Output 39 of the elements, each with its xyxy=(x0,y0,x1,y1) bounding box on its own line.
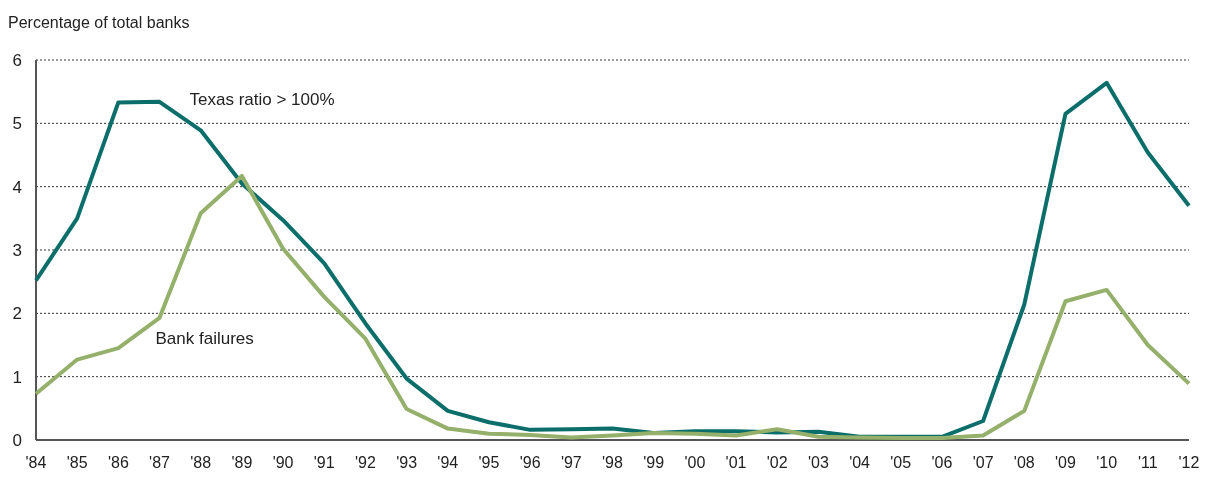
x-tick-label: '97 xyxy=(560,454,582,471)
series-label: Bank failures xyxy=(155,328,254,348)
y-tick-label: 5 xyxy=(12,114,22,134)
x-tick-label: '09 xyxy=(1055,454,1076,471)
x-tick-label: '00 xyxy=(684,454,706,471)
x-tick-label: '87 xyxy=(149,454,171,471)
x-tick-label: '98 xyxy=(602,454,624,471)
x-tick-label: '89 xyxy=(231,454,253,471)
x-tick-label: '05 xyxy=(890,454,912,471)
x-tick-label: '94 xyxy=(437,454,459,471)
x-tick-label: '12 xyxy=(1178,454,1200,471)
x-tick-label: '11 xyxy=(1137,454,1158,471)
x-tick-label: '06 xyxy=(931,454,953,471)
series-label: Texas ratio > 100% xyxy=(189,89,335,109)
y-tick-label: 1 xyxy=(12,367,22,387)
x-tick-label: '03 xyxy=(807,454,829,471)
x-tick-label: '01 xyxy=(725,454,747,471)
x-tick-label: '93 xyxy=(396,454,418,471)
y-tick-label: 3 xyxy=(12,240,22,260)
x-tick-label: '07 xyxy=(972,454,994,471)
x-tick-label: '84 xyxy=(25,454,47,471)
y-tick-label: 4 xyxy=(12,177,22,197)
x-tick-label: '95 xyxy=(478,454,500,471)
x-tick-label: '86 xyxy=(107,454,129,471)
x-tick-label: '02 xyxy=(766,454,788,471)
x-tick-label: '96 xyxy=(519,454,541,471)
y-axis-title: Percentage of total banks xyxy=(8,14,190,31)
x-tick-label: '85 xyxy=(66,454,88,471)
y-tick-label: 2 xyxy=(12,304,22,324)
x-tick-label: '92 xyxy=(355,454,376,471)
y-tick-label: 6 xyxy=(12,50,22,70)
x-tick-label: '10 xyxy=(1096,454,1118,471)
x-tick-label: '91 xyxy=(313,454,335,471)
y-tick-label: 0 xyxy=(12,430,22,450)
x-tick-label: '08 xyxy=(1013,454,1035,471)
x-tick-label: '88 xyxy=(190,454,212,471)
x-tick-label: '99 xyxy=(643,454,665,471)
x-tick-label: '90 xyxy=(272,454,294,471)
x-tick-label: '04 xyxy=(849,454,871,471)
